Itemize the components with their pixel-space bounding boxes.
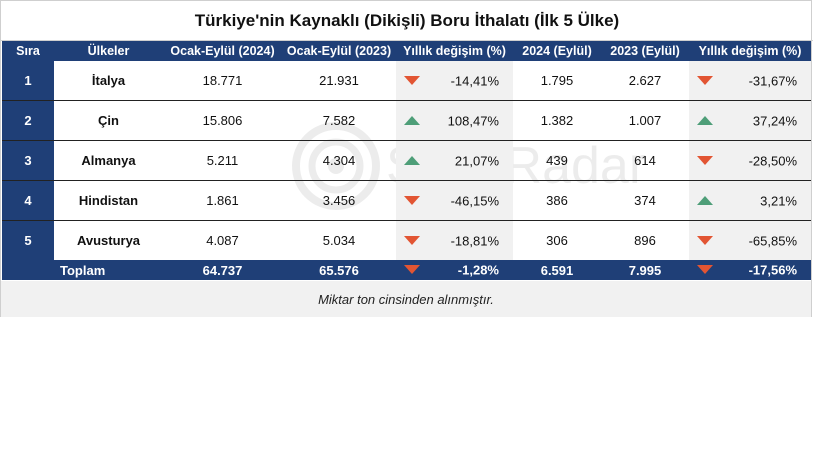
arrow-up-icon (697, 115, 713, 125)
rank-cell: 4 (2, 180, 54, 221)
col-header-sep-change: Yıllık değişim (%) (689, 41, 811, 61)
total-sep-change: -17,56% (689, 260, 811, 280)
sep2023-cell: 374 (601, 180, 689, 221)
sep2024-cell: 1.382 (513, 100, 601, 141)
ytd2023-cell: 7.582 (282, 100, 396, 141)
total-ytd2023: 65.576 (282, 260, 396, 280)
sep2024-cell: 439 (513, 140, 601, 181)
table-row: 4 Hindistan 1.861 3.456 -46,15% 386 374 3,21% (2, 180, 811, 221)
country-cell: Hindistan (54, 180, 163, 221)
table-row: 3 Almanya 5.211 4.304 21,07% 439 614 -28,50% (2, 140, 811, 181)
sep-change-cell: -28,50% (689, 140, 811, 181)
rank-cell: 3 (2, 140, 54, 181)
ytd-change-cell: -14,41% (396, 61, 513, 101)
sep2023-cell: 614 (601, 140, 689, 181)
total-sep2023: 7.995 (601, 260, 689, 280)
total-sep2024: 6.591 (513, 260, 601, 280)
arrow-down-icon (697, 155, 713, 165)
ytd2023-cell: 3.456 (282, 180, 396, 221)
arrow-down-icon (697, 235, 713, 245)
sep-change-cell: 37,24% (689, 100, 811, 141)
header-row: Sıra Ülkeler Ocak-Eylül (2024) Ocak-Eylü… (2, 41, 811, 61)
ytd2023-cell: 21.931 (282, 61, 396, 101)
ytd2024-cell: 15.806 (163, 100, 282, 141)
sep-change-cell: -31,67% (689, 61, 811, 101)
import-table: Sıra Ülkeler Ocak-Eylül (2024) Ocak-Eylü… (2, 41, 811, 280)
ytd-change-cell: 108,47% (396, 100, 513, 141)
country-cell: Almanya (54, 140, 163, 181)
ytd2023-cell: 4.304 (282, 140, 396, 181)
sep2023-cell: 896 (634, 233, 656, 248)
table-title: Türkiye'nin Kaynaklı (Dikişli) Boru İtha… (1, 1, 813, 41)
col-header-ytd-change: Yıllık değişim (%) (396, 41, 513, 61)
sep2024-cell: 306 (546, 233, 568, 248)
ytd2023-cell: 5.034 (322, 233, 356, 248)
ytd2024-cell: 5.211 (163, 140, 282, 181)
sep2024-cell: 1.795 (513, 61, 601, 101)
total-ytd-change: -1,28% (396, 260, 513, 280)
arrow-down-icon (697, 75, 713, 85)
total-label: Toplam (2, 260, 163, 280)
arrow-down-icon (697, 265, 713, 274)
col-header-ytd2023: Ocak-Eylül (2023) (282, 41, 396, 61)
table-frame: Türkiye'nin Kaynaklı (Dikişli) Boru İtha… (0, 0, 813, 317)
rank-cell: 2 (2, 100, 54, 141)
arrow-up-icon (404, 155, 420, 165)
rank-cell: 1 (2, 61, 54, 101)
arrow-down-icon (404, 235, 420, 245)
arrow-down-icon (404, 265, 420, 274)
footnote: Miktar ton cinsinden alınmıştır. (1, 281, 811, 317)
ytd-change-cell: 21,07% (396, 140, 513, 181)
arrow-down-icon (404, 75, 420, 85)
col-header-country: Ülkeler (54, 41, 163, 61)
ytd-change-cell: -18,81% (396, 220, 513, 260)
col-header-rank: Sıra (2, 41, 54, 61)
table-row: 1 İtalya 18.771 21.931 -14,41% 1.795 2.627 -31,… (2, 61, 811, 101)
total-row: Toplam 64.737 65.576 -1,28% 6.591 7.995 … (2, 260, 811, 280)
ytd-change-cell: -46,15% (396, 180, 513, 221)
arrow-down-icon (404, 195, 420, 205)
col-header-sep2024: 2024 (Eylül) (513, 41, 601, 61)
ytd2024-cell: 1.861 (163, 180, 282, 221)
ytd2024-cell: 18.771 (163, 61, 282, 101)
table-row: 2 Çin 15.806 7.582 108,47% 1.382 1.007 37,24% (2, 100, 811, 141)
country-cell: İtalya (54, 61, 163, 101)
total-ytd2024: 64.737 (163, 260, 282, 280)
arrow-up-icon (404, 115, 420, 125)
ytd2024-cell: 4.087 (206, 233, 239, 248)
sep-change-cell: 3,21% (689, 180, 811, 221)
country-cell: Avusturya (76, 233, 141, 248)
col-header-sep2023: 2023 (Eylül) (601, 41, 689, 61)
rank-cell: 5 (2, 220, 54, 260)
sep-change-cell: -65,85% (689, 220, 811, 260)
arrow-up-icon (697, 195, 713, 205)
country-cell: Çin (54, 100, 163, 141)
sep2024-cell: 386 (513, 180, 601, 221)
sep2023-cell: 1.007 (601, 100, 689, 141)
sep2023-cell: 2.627 (601, 61, 689, 101)
table-row: 5 Avusturya 4.087 5.034 -18,81% 306 896 -65,85% (2, 220, 811, 260)
col-header-ytd2024: Ocak-Eylül (2024) (163, 41, 282, 61)
